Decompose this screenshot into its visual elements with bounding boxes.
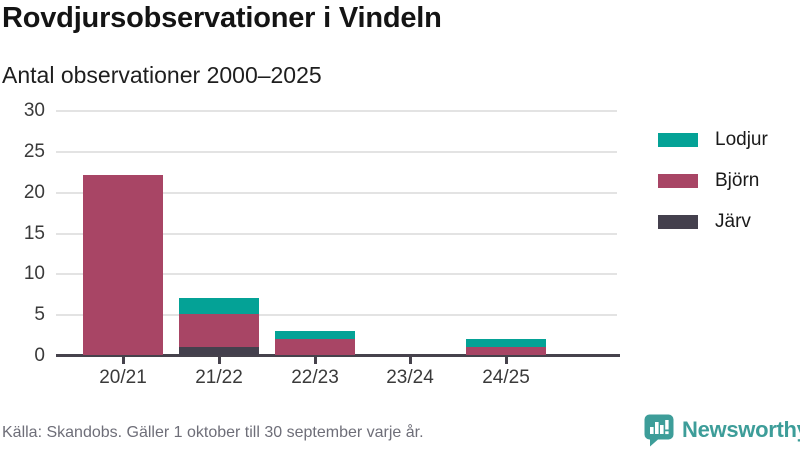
newsworthy-logo[interactable]: Newsworthy <box>643 413 800 447</box>
x-axis-tick <box>505 357 508 364</box>
legend-label: Björn <box>715 170 760 191</box>
bar-segment-björn-20-21 <box>83 175 163 355</box>
bar-segment-lodjur-24-25 <box>466 338 546 347</box>
x-axis-tick-label: 24/25 <box>482 367 530 388</box>
bar-segment-lodjur-21-22 <box>179 297 259 315</box>
page-title: Rovdjursobservationer i Vindeln <box>2 2 442 34</box>
bar-chart-speech-bubble-icon <box>643 413 675 447</box>
x-axis-tick-label: 21/22 <box>195 367 243 388</box>
y-axis-tick-label: 20 <box>23 181 45 203</box>
legend-swatch-järv <box>658 215 698 229</box>
source-note: Källa: Skandobs. Gäller 1 oktober till 3… <box>2 424 424 441</box>
chart-subtitle: Antal observationer 2000–2025 <box>2 62 322 88</box>
y-axis-tick-label: 30 <box>23 100 45 121</box>
y-axis-tick-label: 15 <box>23 222 45 244</box>
y-axis-tick-label: 10 <box>23 263 45 285</box>
x-axis-tick <box>314 357 317 364</box>
legend-item-björn: Björn <box>658 170 768 192</box>
bar-segment-järv-21-22 <box>179 346 259 355</box>
x-axis-tick-label: 20/21 <box>99 367 147 388</box>
x-axis-tick-label: 22/23 <box>291 367 339 388</box>
x-axis-tick <box>218 357 221 364</box>
bar-chart-plot-area: 0 5 10 15 20 25 30 20/21 21/22 22/23 23/24 24/25 <box>24 100 620 388</box>
y-axis-tick-label: 25 <box>23 140 45 162</box>
bar-segment-lodjur-22-23 <box>275 330 355 339</box>
gridline-y-30 <box>56 110 617 112</box>
legend-swatch-björn <box>658 174 698 188</box>
y-axis-tick-label: 5 <box>34 304 45 326</box>
newsworthy-logo-text: Newsworthy <box>682 417 800 442</box>
gridline-y-10 <box>56 273 617 276</box>
chart-legend: Lodjur Björn Järv <box>658 129 768 252</box>
legend-item-lodjur: Lodjur <box>658 129 768 151</box>
legend-item-järv: Järv <box>658 211 768 233</box>
gridline-y-25 <box>56 150 617 153</box>
gridline-y-5 <box>56 314 617 317</box>
bar-segment-björn-24-25 <box>466 346 546 355</box>
x-axis-tick <box>409 357 412 364</box>
x-axis-tick-label: 23/24 <box>386 367 434 388</box>
legend-label: Lodjur <box>715 129 768 150</box>
bar-segment-björn-22-23 <box>275 338 355 355</box>
x-axis-tick <box>122 357 125 364</box>
gridline-y-20 <box>56 191 617 194</box>
legend-swatch-lodjur <box>658 133 698 147</box>
x-axis-line <box>56 354 620 357</box>
legend-label: Järv <box>715 211 751 232</box>
bar-segment-björn-21-22 <box>179 314 259 347</box>
gridline-y-15 <box>56 232 617 235</box>
y-axis-tick-label: 0 <box>34 345 45 366</box>
